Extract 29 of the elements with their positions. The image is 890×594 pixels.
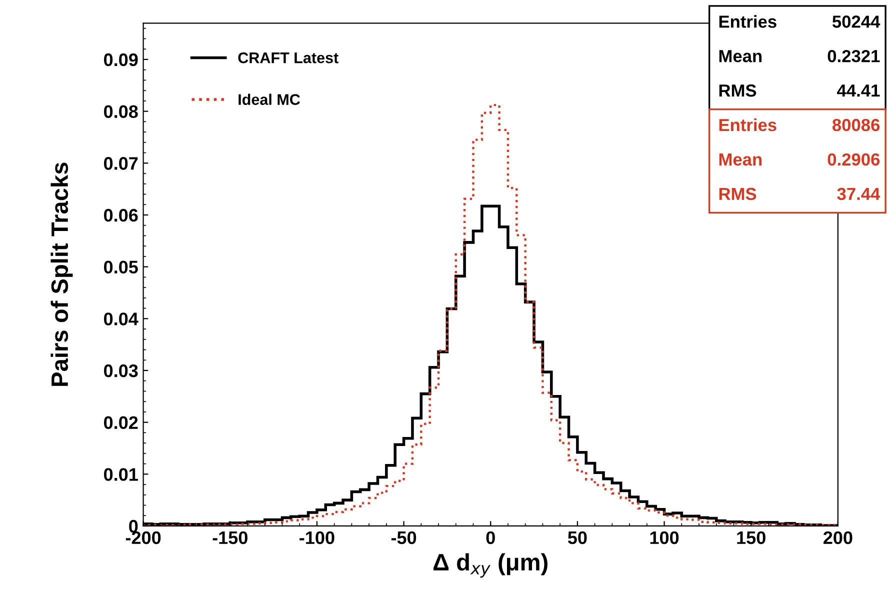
- x-tick-label: 150: [737, 531, 766, 544]
- x-tick-label: -150: [212, 531, 248, 544]
- x-tick-label: 200: [824, 531, 852, 544]
- x-tick-label: -100: [300, 531, 334, 544]
- x-tick-label: 0: [486, 531, 495, 544]
- x-tick-label: -200: [126, 531, 161, 544]
- text: RMS 44.41: [719, 84, 880, 97]
- x-tick-label: -50: [391, 531, 416, 544]
- legend-label: CRAFT Latest: [238, 52, 338, 64]
- y-tick-label: 0.06: [104, 208, 138, 222]
- text: Mean 0.2321: [719, 50, 880, 62]
- x-axis-title: Δ d$_{xy}$ (μm): [433, 553, 548, 578]
- text: Entries 50244: [719, 15, 880, 28]
- y-tick-label: 0.07: [104, 157, 138, 170]
- y-tick-label: 0.08: [104, 105, 138, 118]
- x-tick-label: 50: [568, 531, 587, 544]
- y-tick-label: 0.03: [104, 364, 138, 378]
- y-axis-title: Pairs of Split Tracks: [50, 162, 73, 386]
- text: Mean 0.2906: [719, 153, 880, 166]
- y-tick-label: 0.01: [104, 468, 138, 481]
- x-tick-label: 100: [650, 531, 679, 544]
- y-tick-label: 0.09: [104, 53, 138, 66]
- y-tick-label: 0.05: [104, 260, 138, 274]
- y-tick-label: 0.04: [104, 312, 138, 326]
- text: RMS 37.44: [719, 188, 880, 200]
- text: Entries 80086: [719, 118, 880, 132]
- y-tick-label: 0: [129, 520, 138, 533]
- y-tick-label: 0.02: [104, 416, 138, 430]
- legend-label: Ideal MC: [238, 94, 300, 105]
